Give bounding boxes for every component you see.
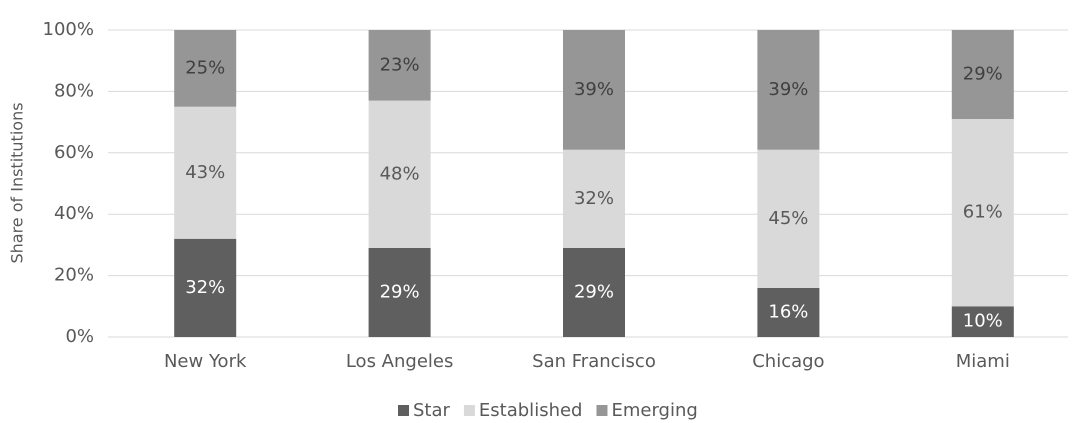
bar-segment <box>951 306 1014 337</box>
value-label: 43% <box>185 162 225 183</box>
y-axis-label: Share of Institutions <box>8 102 27 263</box>
bar-segment <box>757 287 820 337</box>
value-label: 39% <box>574 79 614 100</box>
y-tick-label: 60% <box>54 142 94 163</box>
value-label: 32% <box>574 188 614 209</box>
y-tick-label: 100% <box>43 19 94 40</box>
x-tick-label: Los Angeles <box>346 351 454 372</box>
value-label: 23% <box>380 54 420 75</box>
bar-segment <box>563 247 625 337</box>
x-tick-label: San Francisco <box>532 351 656 372</box>
value-label: 29% <box>963 64 1003 85</box>
value-label: 29% <box>574 281 614 302</box>
bar-segment <box>563 30 625 150</box>
value-label: 61% <box>963 202 1003 223</box>
x-tick-label: Chicago <box>752 351 824 372</box>
value-label: 45% <box>768 208 808 229</box>
bar-segment <box>368 247 431 337</box>
x-tick-label: Miami <box>956 351 1010 372</box>
bar-segment <box>951 119 1014 307</box>
bar-segment <box>951 30 1014 120</box>
legend-swatch <box>398 405 409 416</box>
value-label: 29% <box>380 281 420 302</box>
bar-segment <box>757 30 820 150</box>
bar-segment <box>174 30 237 107</box>
y-tick-label: 80% <box>54 80 94 101</box>
legend-label: Established <box>479 400 583 421</box>
legend-label: Star <box>413 400 451 421</box>
bar-segment <box>174 106 237 239</box>
bar-segment <box>368 30 431 101</box>
y-tick-label: 0% <box>65 326 94 347</box>
value-label: 16% <box>768 301 808 322</box>
legend-label: Emerging <box>611 400 697 421</box>
legend-swatch <box>463 405 475 416</box>
value-label: 39% <box>768 79 808 100</box>
value-label: 32% <box>185 277 225 298</box>
y-tick-label: 20% <box>54 265 94 286</box>
value-label: 25% <box>185 57 225 78</box>
legend-swatch <box>596 405 608 416</box>
x-tick-label: New York <box>164 351 247 372</box>
bar-segment <box>757 149 820 288</box>
value-label: 10% <box>963 311 1003 332</box>
bar-segment <box>563 149 625 248</box>
bar-segment <box>174 238 237 337</box>
bar-segment <box>368 100 431 248</box>
y-tick-label: 40% <box>54 203 94 224</box>
value-label: 48% <box>380 163 420 184</box>
